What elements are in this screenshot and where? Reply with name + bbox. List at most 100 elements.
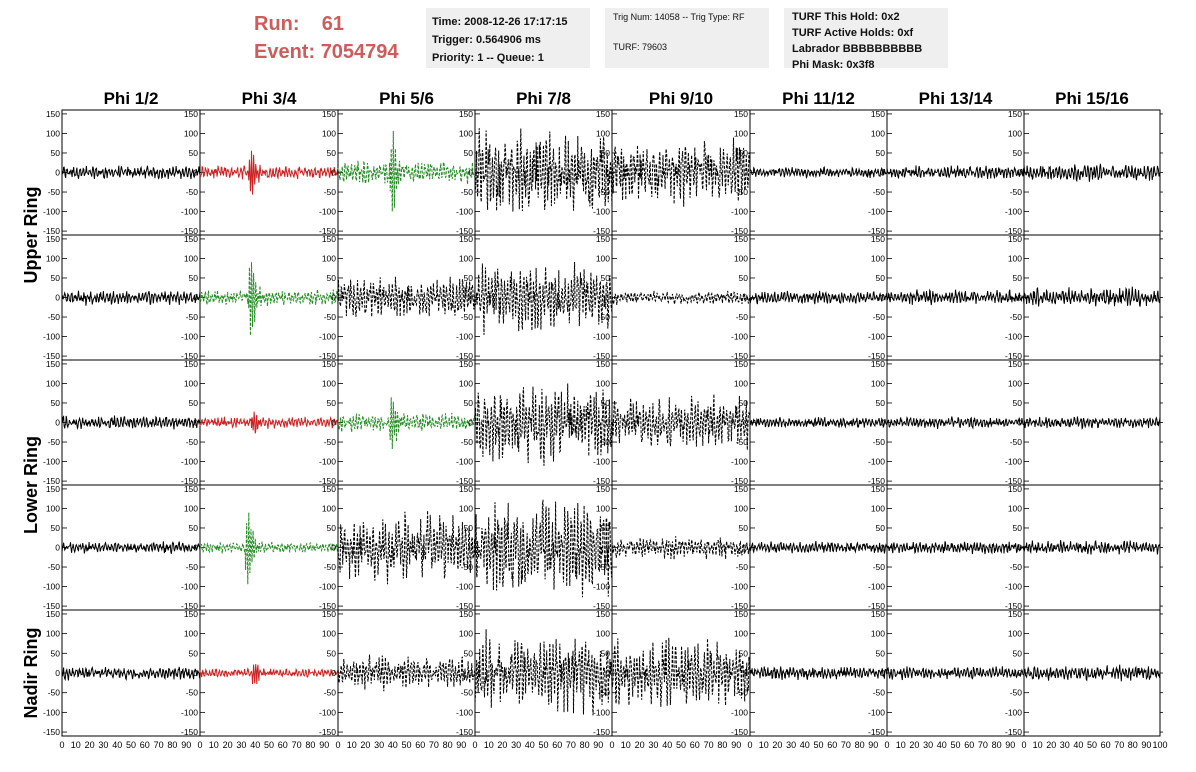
waveform-trace [199,150,339,195]
y-tick-label: -50 [736,562,749,572]
y-tick-label: -150 [731,476,748,486]
y-tick-label: 0 [605,293,610,303]
y-tick-label: -50 [1010,437,1023,447]
x-tick-label: 20 [85,740,95,750]
y-tick-label: 50 [1013,273,1023,283]
y-tick-label: 50 [1013,148,1023,158]
y-tick-label: 100 [184,378,198,388]
y-tick-label: 0 [193,668,198,678]
y-tick-label: -150 [731,727,748,737]
y-tick-label: 50 [464,523,474,533]
y-tick-label: -50 [1010,688,1023,698]
y-tick-label: 150 [734,359,748,369]
y-tick-label: -150 [181,727,198,737]
y-tick-label: -50 [736,187,749,197]
y-tick-label: 50 [51,273,61,283]
x-tick-label: 60 [964,740,974,750]
waveform-trace [199,262,339,336]
y-tick-label: -100 [593,207,610,217]
y-tick-label: -100 [181,457,198,467]
turf-info-box: TURF This Hold: 0x2 TURF Active Holds: 0… [784,8,948,71]
y-tick-label: -150 [593,226,610,236]
y-tick-label: 150 [1008,234,1022,244]
waveform-trace [1023,664,1161,682]
y-tick-label: 50 [739,398,749,408]
y-tick-label: -100 [868,207,885,217]
y-tick-label: -150 [1005,476,1022,486]
waveform-trace [611,290,751,306]
y-tick-label: 0 [605,168,610,178]
x-tick-label: 40 [525,740,535,750]
y-tick-label: 50 [189,273,199,283]
y-tick-label: 150 [459,484,473,494]
y-tick-label: -100 [1005,207,1022,217]
y-tick-label: 50 [601,398,611,408]
y-tick-label: -150 [319,351,336,361]
y-tick-label: 100 [596,503,610,513]
y-tick-label: -150 [1005,727,1022,737]
waveform-trace [886,165,1025,180]
y-tick-label: 150 [596,234,610,244]
run-event-block: Run: 61 Event: 7054794 [254,10,399,66]
y-tick-label: 100 [1008,503,1022,513]
column-title: Phi 5/6 [379,89,434,108]
y-tick-label: -100 [868,707,885,717]
y-tick-label: 100 [459,128,473,138]
ring-label: Nadir Ring [21,627,41,718]
y-tick-label: -150 [456,476,473,486]
y-tick-label: 150 [459,359,473,369]
y-tick-label: 100 [596,378,610,388]
y-tick-label: 50 [327,148,337,158]
y-tick-label: -50 [461,187,474,197]
waveform-trace [474,128,613,212]
y-tick-label: 50 [327,523,337,533]
y-tick-label: -50 [48,688,61,698]
y-tick-label: 50 [739,523,749,533]
y-tick-label: -50 [736,312,749,322]
x-tick-label: 10 [484,740,494,750]
waveform-trace [474,629,613,716]
y-tick-label: 150 [871,109,885,119]
run-value: 61 [321,13,345,35]
x-tick-label: 70 [978,740,988,750]
y-tick-label: 0 [331,418,336,428]
waveform-trace [474,383,613,466]
y-tick-label: 0 [55,293,60,303]
y-tick-label: -150 [456,351,473,361]
y-tick-label: 100 [871,378,885,388]
y-tick-label: 50 [876,148,886,158]
run-line: Run: 61 [254,10,399,38]
y-tick-label: 100 [184,629,198,639]
y-tick-label: 50 [327,398,337,408]
y-tick-label: 150 [734,109,748,119]
x-tick-label: 20 [909,740,919,750]
y-tick-label: 150 [46,609,60,619]
x-tick-label: 80 [167,740,177,750]
y-tick-label: 50 [51,523,61,533]
y-tick-label: 50 [876,398,886,408]
x-tick-label: 10 [759,740,769,750]
x-tick-label: 40 [250,740,260,750]
waveform-trace [474,261,613,335]
y-tick-label: -50 [873,437,886,447]
waveform-trace [611,137,751,207]
column-title: Phi 15/16 [1055,89,1129,108]
y-tick-label: 100 [1008,253,1022,263]
y-tick-label: 0 [468,293,473,303]
y-tick-label: -100 [456,707,473,717]
y-tick-label: -100 [593,332,610,342]
y-tick-label: 50 [464,648,474,658]
y-tick-label: 50 [876,523,886,533]
y-tick-label: 0 [743,168,748,178]
y-tick-label: -100 [731,332,748,342]
y-tick-label: 150 [459,109,473,119]
y-tick-label: -150 [731,226,748,236]
y-tick-label: -150 [456,226,473,236]
y-tick-label: -100 [456,457,473,467]
y-tick-label: -150 [593,351,610,361]
trig-info-box: Trig Num: 14058 -- Trig Type: RF TURF: 7… [605,8,769,68]
y-tick-label: 150 [596,484,610,494]
y-tick-label: 150 [596,359,610,369]
y-tick-label: -50 [461,437,474,447]
y-tick-label: -150 [593,476,610,486]
